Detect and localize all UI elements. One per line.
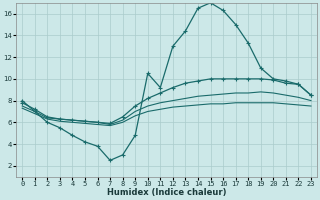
X-axis label: Humidex (Indice chaleur): Humidex (Indice chaleur) [107,188,226,197]
